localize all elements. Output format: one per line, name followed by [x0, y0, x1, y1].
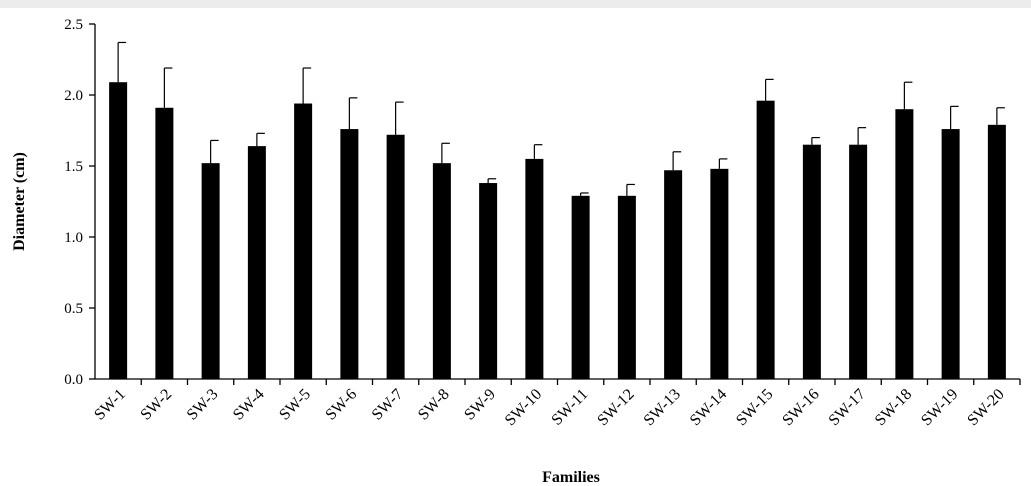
bar-sw-16 [802, 144, 821, 379]
chart-figure: 0.0 0.5 1.0 1.5 2.0 2.5 SW-1 SW-2 SW-3 SW-4 SW-5 S… [0, 8, 1031, 486]
bar-sw-5 [294, 103, 313, 380]
bar-sw-20 [987, 124, 1006, 379]
y-tick-label: 2.0 [64, 88, 83, 104]
bar-sw-4 [247, 146, 266, 379]
x-tick-label: SW-12 [594, 386, 637, 429]
x-tick-label: SW-17 [825, 386, 868, 429]
bar-sw-14 [710, 168, 729, 379]
x-tick-label: SW-11 [548, 386, 591, 429]
x-tick-label: SW-15 [733, 386, 776, 429]
x-tick-label: SW-20 [964, 386, 1007, 429]
error-bars-layer [117, 41, 1005, 196]
y-tick-label: 0.5 [64, 301, 83, 317]
bar-sw-6 [340, 129, 359, 379]
bar-sw-12 [617, 195, 636, 379]
x-tick-label: SW-6 [322, 386, 360, 424]
y-tick-label: 1.5 [64, 159, 83, 175]
x-tick-label: SW-10 [502, 386, 545, 429]
x-tick-label: SW-3 [184, 386, 222, 424]
bars-layer [109, 82, 1006, 380]
x-tick-label: SW-8 [415, 386, 453, 424]
x-tick-label: SW-16 [779, 386, 822, 429]
x-tick-label: SW-4 [230, 386, 268, 424]
bar-sw-11 [571, 195, 590, 379]
bar-sw-1 [109, 82, 128, 379]
bar-sw-18 [895, 109, 914, 379]
y-tick-label: 1.0 [64, 230, 83, 246]
bar-sw-13 [664, 170, 683, 379]
bar-sw-9 [479, 183, 498, 379]
x-ticks-layer: SW-1 SW-2 SW-3 SW-4 SW-5 SW-6 SW-7 SW-8 SW-9 SW-1… [91, 379, 1021, 429]
x-tick-label: SW-1 [91, 386, 129, 424]
x-tick-label: SW-7 [369, 386, 407, 424]
y-axis-title: Diameter (cm) [11, 152, 28, 251]
bar-sw-17 [849, 144, 868, 379]
bar-sw-3 [201, 163, 220, 379]
x-tick-label: SW-2 [137, 386, 175, 424]
x-tick-label: SW-9 [461, 386, 499, 424]
bar-sw-7 [386, 134, 405, 379]
y-ticks-layer: 0.0 0.5 1.0 1.5 2.0 2.5 [64, 17, 95, 388]
y-tick-label: 2.5 [64, 17, 83, 33]
x-tick-label: SW-19 [918, 386, 961, 429]
x-tick-label: SW-14 [687, 386, 730, 429]
bar-sw-19 [941, 129, 960, 379]
bar-sw-15 [756, 100, 775, 380]
bar-sw-10 [525, 158, 544, 379]
bar-sw-8 [432, 163, 451, 379]
y-tick-label: 0.0 [64, 372, 83, 388]
x-tick-label: SW-13 [640, 386, 683, 429]
bar-sw-2 [155, 107, 174, 379]
x-tick-label: SW-5 [276, 386, 314, 424]
x-axis-title: Families [542, 469, 600, 486]
bar-chart: 0.00.51.01.52.02.5 SW-1 SW-2 SW-3 SW-4 SW-5 S… [11, 17, 1021, 486]
x-tick-label: SW-18 [872, 386, 915, 429]
